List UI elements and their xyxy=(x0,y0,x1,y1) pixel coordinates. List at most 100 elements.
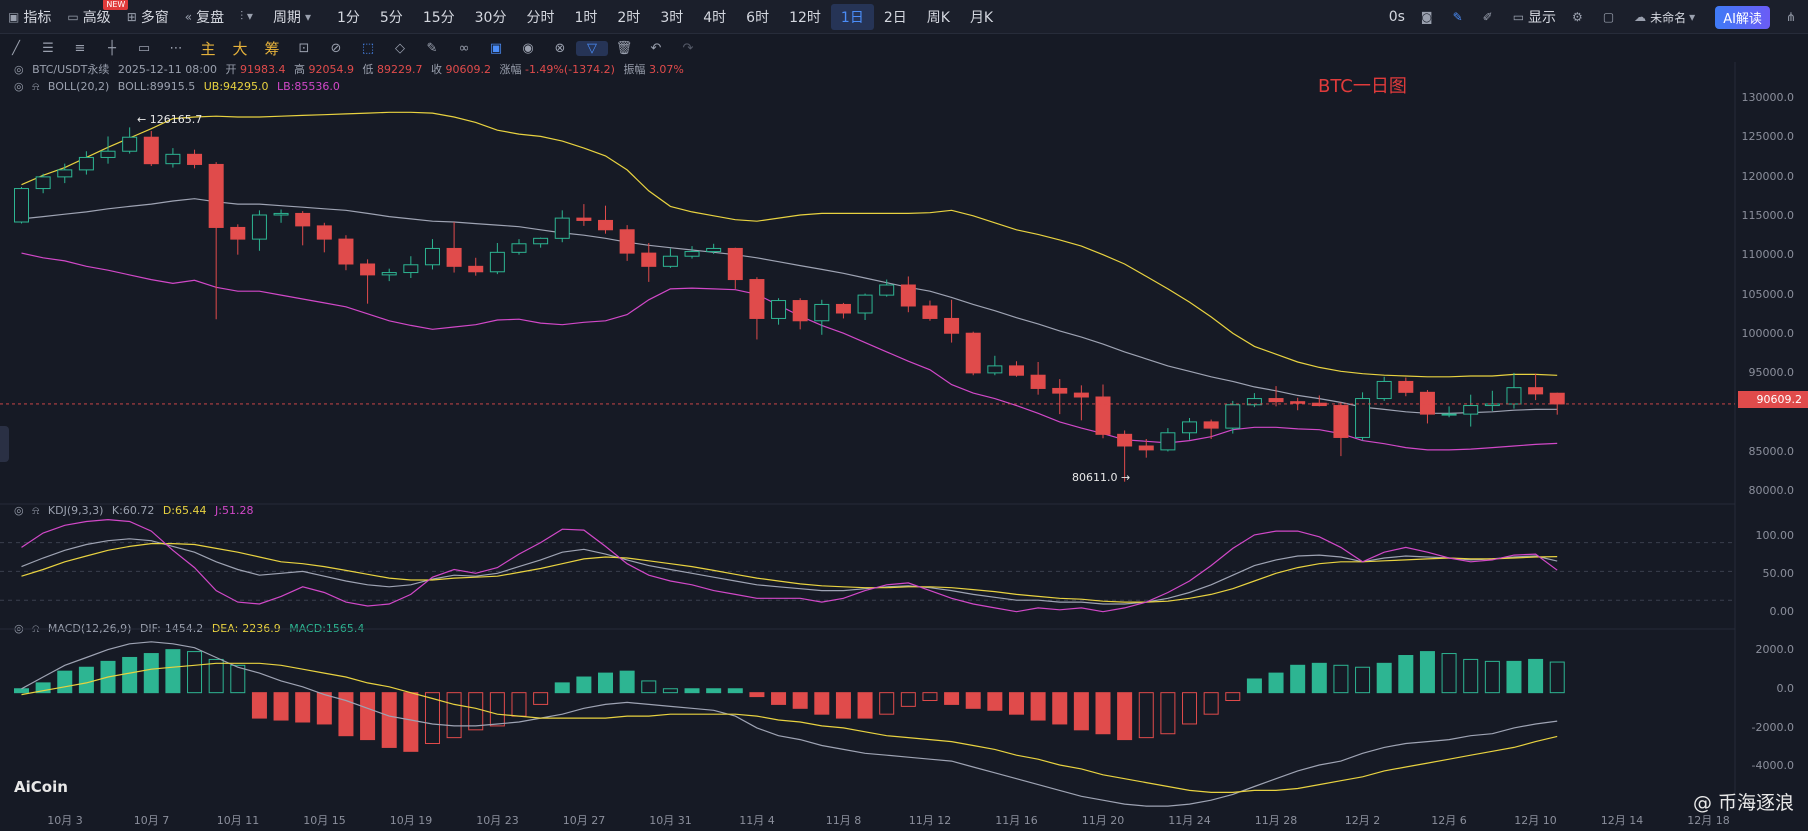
macd-histogram-bar xyxy=(1008,692,1024,715)
chart-type-button[interactable]: ⫶ ▾ xyxy=(232,0,265,34)
macd-histogram-bar xyxy=(338,692,354,737)
lock-icon[interactable]: ▣ xyxy=(489,40,503,56)
price-axis-label: 85000.0 xyxy=(1748,445,1795,458)
macd-histogram-bar xyxy=(360,692,376,741)
multi-window-label: 多窗 xyxy=(140,9,169,26)
eye-toggle-icon[interactable]: ◎ xyxy=(14,63,24,76)
replay-button[interactable]: «复盘 xyxy=(177,0,232,34)
timeframe-tab[interactable]: 4时 xyxy=(703,9,727,26)
hline-tool-icon[interactable]: ┼ xyxy=(108,40,116,56)
macd-dea-line xyxy=(21,662,1558,794)
timeframe-tab[interactable]: 1时 xyxy=(574,9,598,26)
macd-histogram-bar xyxy=(900,692,916,707)
candle-body xyxy=(187,153,203,165)
macd-histogram-bar xyxy=(78,666,94,694)
measure-icon[interactable]: ⊡ xyxy=(298,40,310,56)
brush-icon[interactable]: ✎ xyxy=(426,40,438,56)
display-button[interactable]: ▭ 显示 xyxy=(1505,0,1564,34)
edit-icon[interactable]: ✐ xyxy=(1482,10,1493,24)
time-axis-label: 12月 18 xyxy=(1687,814,1730,827)
boll-lb-line xyxy=(21,252,1558,451)
timeframe-tab[interactable]: 6时 xyxy=(746,9,770,26)
open-value: 91983.4 xyxy=(239,63,286,76)
pen-icon[interactable]: ✎ xyxy=(1452,10,1463,24)
timeframe-tab[interactable]: 15分 xyxy=(422,9,455,26)
advanced-button[interactable]: NEW ▭ 高级 xyxy=(59,0,129,34)
kdj-j: J:51.28 xyxy=(215,504,254,517)
more-tools-icon[interactable]: ⋯ xyxy=(169,40,183,56)
chevron-down-icon: ▾ xyxy=(1689,10,1696,24)
rect-tool-icon[interactable]: ▭ xyxy=(137,40,151,56)
magnet-icon[interactable]: ⊘ xyxy=(330,40,342,56)
timeframe-tab[interactable]: 12时 xyxy=(789,9,821,26)
timeframe-tab[interactable]: 2时 xyxy=(617,9,641,26)
redo-icon[interactable]: ↷ xyxy=(682,40,694,56)
fib-tool-icon[interactable]: ≡ xyxy=(74,40,86,56)
alarm-icon[interactable]: ⍾ xyxy=(32,80,40,93)
macd-histogram-bar xyxy=(792,692,808,709)
macd-histogram-bar xyxy=(1182,692,1198,725)
eye-toggle-icon[interactable]: ◎ xyxy=(14,80,24,93)
big-order-button[interactable]: 大 xyxy=(232,39,248,58)
share-icon[interactable]: ⋔ xyxy=(1785,10,1796,24)
price-legend: ◎ BTC/USDT永续 2025-12-11 08:00 开 91983.4 … xyxy=(14,61,689,77)
parallel-tool-icon[interactable]: ☰ xyxy=(42,40,54,56)
macd-histogram-bar xyxy=(1506,660,1522,694)
timeframe-tab[interactable]: 分时 xyxy=(526,9,555,26)
main-force-button[interactable]: 主 xyxy=(200,39,216,58)
eye-toggle-icon[interactable]: ◎ xyxy=(14,504,24,517)
timeframe-tab[interactable]: 30分 xyxy=(474,9,507,26)
price-axis-label: 120000.0 xyxy=(1741,170,1795,183)
candle-body xyxy=(57,169,73,178)
chip-button[interactable]: 筹 xyxy=(264,39,280,58)
unnamed-label: 未命名 xyxy=(1650,10,1687,25)
timeframe-tab[interactable]: 3时 xyxy=(660,9,684,26)
macd-axis-label: 2000.0 xyxy=(1755,643,1795,656)
timeframe-tab[interactable]: 1分 xyxy=(336,9,360,26)
open-label: 开 xyxy=(225,63,237,76)
line-tool-icon[interactable]: ╱ xyxy=(12,40,20,56)
timeframe-tab[interactable]: 月K xyxy=(969,9,994,26)
macd-histogram-bar xyxy=(1246,678,1262,694)
macd-histogram-bar xyxy=(230,664,246,694)
timeframe-tab[interactable]: 2日 xyxy=(883,9,907,26)
timeframe-tab[interactable]: 1日 xyxy=(830,3,874,30)
eye-icon[interactable]: ◉ xyxy=(522,40,534,56)
timeframe-tab[interactable]: 5分 xyxy=(379,9,403,26)
advanced-icon: ▭ xyxy=(67,9,79,24)
candle-body xyxy=(1073,392,1089,398)
chain-icon[interactable]: ⊗ xyxy=(554,40,566,56)
cycle-dropdown[interactable]: 周期 ▾ xyxy=(265,0,323,34)
kline-chart[interactable] xyxy=(0,62,1808,810)
time-axis-label: 10月 27 xyxy=(562,814,606,827)
multi-window-button[interactable]: ⊞ 多窗 xyxy=(119,0,177,34)
unnamed-template[interactable]: ☁ 未命名 ▾ xyxy=(1626,0,1707,34)
alarm-icon[interactable]: ⍾ xyxy=(32,504,40,517)
layout-icon[interactable]: ▢ xyxy=(1602,10,1615,24)
candle-body xyxy=(641,252,657,267)
boll-mid-line xyxy=(21,198,1558,414)
macd-histogram-bar xyxy=(446,692,462,739)
cursor-icon[interactable]: ⬚ xyxy=(361,40,375,56)
camera-icon[interactable]: ◙ xyxy=(1420,10,1433,24)
time-axis-label: 10月 23 xyxy=(476,814,519,827)
indicators-button[interactable]: ▣ 指标 xyxy=(0,0,59,34)
link-icon[interactable]: ∞ xyxy=(458,40,470,56)
sidebar-handle[interactable] xyxy=(0,426,9,462)
time-axis-label: 10月 15 xyxy=(303,814,346,827)
candle-body xyxy=(1333,405,1349,438)
ruler-icon[interactable]: ◇ xyxy=(395,40,405,56)
filter-icon[interactable]: ▽ xyxy=(576,40,608,56)
kdj-name: KDJ(9,3,3) xyxy=(47,504,104,517)
time-axis-label: 12月 14 xyxy=(1600,814,1644,827)
settings-icon[interactable]: ⚙ xyxy=(1572,10,1583,24)
time-axis-label: 10月 3 xyxy=(47,814,83,827)
top-toolbar: ▣ 指标 NEW ▭ 高级 ⊞ 多窗 «复盘 ⫶ ▾ 周期 ▾ 1分 5分 15分 30分 分时 1… xyxy=(0,0,1808,34)
candle-body xyxy=(684,251,700,257)
macd-histogram-bar xyxy=(598,672,614,694)
time-axis-label: 11月 16 xyxy=(995,814,1038,827)
trash-icon[interactable]: 🗑 xyxy=(615,40,633,56)
ai-interpret-button[interactable]: AI解读 xyxy=(1715,5,1770,29)
timeframe-tab[interactable]: 周K xyxy=(926,9,950,26)
undo-icon[interactable]: ↶ xyxy=(650,40,662,56)
